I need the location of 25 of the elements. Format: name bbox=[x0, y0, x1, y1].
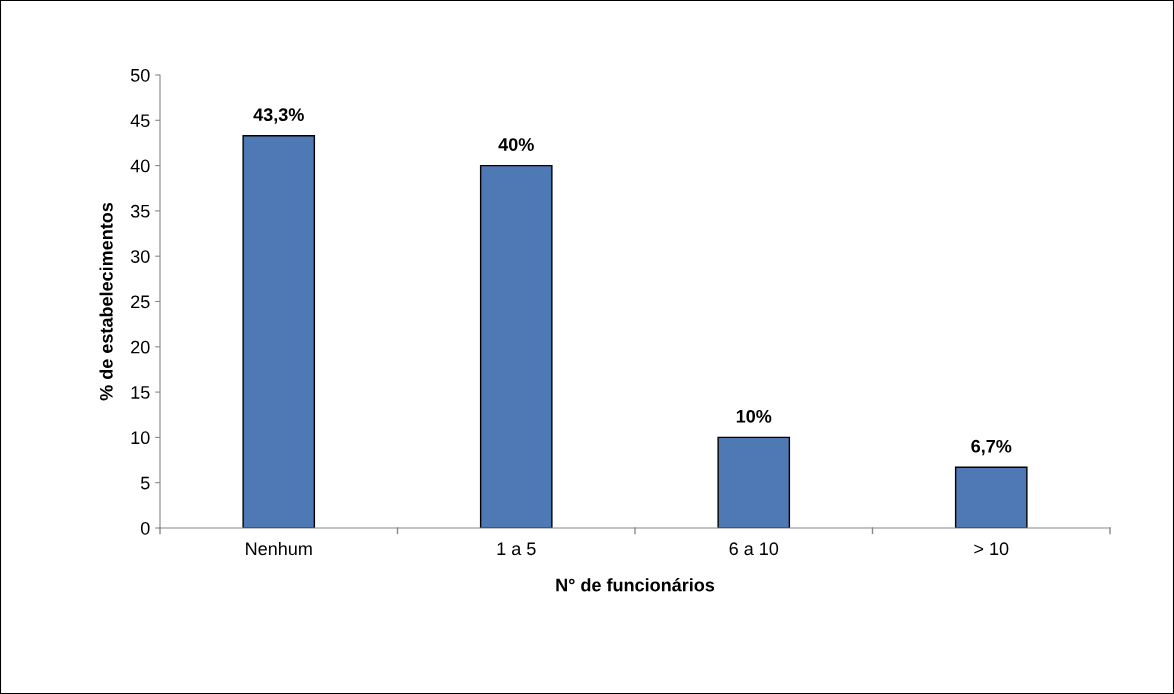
y-tick-label: 50 bbox=[130, 68, 150, 82]
x-tick-label: 1 a 5 bbox=[497, 542, 536, 556]
y-tick-label: 20 bbox=[131, 340, 150, 354]
bar bbox=[242, 135, 316, 528]
x-tick-label: > 10 bbox=[974, 542, 1009, 556]
data-label: 40% bbox=[498, 138, 534, 151]
y-tick-label: 0 bbox=[140, 521, 150, 535]
y-tick-label: 45 bbox=[130, 114, 150, 128]
y-tick-label: 5 bbox=[140, 476, 150, 490]
y-tick-label: 30 bbox=[130, 250, 150, 263]
bar bbox=[479, 164, 553, 528]
y-axis-title: % de estabelecimentos bbox=[99, 202, 113, 401]
y-tick-label: 25 bbox=[131, 295, 150, 309]
bar bbox=[717, 436, 791, 528]
data-label: 10% bbox=[736, 409, 772, 423]
x-axis-title: N° de funcionários bbox=[556, 578, 715, 592]
data-label: 6,7% bbox=[971, 439, 1012, 456]
y-tick-label: 35 bbox=[130, 204, 150, 218]
y-tick-label: 40 bbox=[130, 159, 150, 173]
x-tick-label: 6 a 10 bbox=[729, 542, 779, 556]
y-tick-label: 15 bbox=[131, 386, 150, 399]
x-tick-label: Nenhum bbox=[246, 541, 312, 556]
bar bbox=[954, 466, 1028, 528]
y-tick-label: 10 bbox=[131, 431, 150, 445]
data-label: 43,3% bbox=[253, 108, 304, 124]
